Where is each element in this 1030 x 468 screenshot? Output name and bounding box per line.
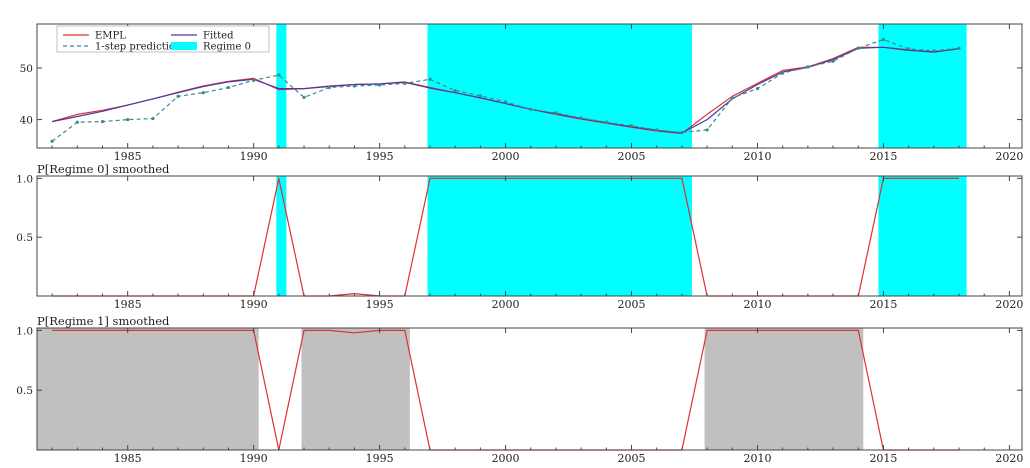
prediction-point [428, 77, 432, 81]
prediction-point [327, 85, 331, 90]
x-tick-label: 2015 [869, 298, 897, 311]
x-tick-label: 2010 [743, 298, 771, 311]
prediction-point [554, 111, 558, 115]
legend-label: 1-step prediction [95, 42, 182, 53]
regime-band [276, 24, 287, 148]
x-tick-label: 1990 [240, 150, 268, 163]
prediction-point [403, 81, 407, 86]
legend: EMPL Fitted 1-step prediction Regime 0 [56, 25, 270, 53]
prediction-point [75, 120, 79, 124]
legend-label: Fitted [203, 31, 234, 42]
prediction-point [781, 71, 785, 75]
legend-label: Regime 0 [203, 42, 251, 53]
chart-panel-2: 1985 1990 1995 2000 2005 2010 2015 2020 0.5 1.0 P[… [16, 162, 1023, 311]
x-tick-label: 2020 [995, 298, 1023, 311]
chart-panel-3: 1985 1990 1995 2000 2005 2010 2015 2020 0.5 1.0 P[… [16, 314, 1023, 465]
x-tick-label: 2020 [995, 452, 1023, 465]
x-tick-label: 2000 [492, 150, 520, 163]
prediction-point [100, 120, 105, 124]
prediction-point [126, 117, 130, 122]
prediction-point [302, 95, 306, 99]
prediction-point [655, 128, 659, 132]
x-tick-label: 2005 [618, 298, 646, 311]
prediction-point [730, 96, 734, 100]
regime-band [276, 176, 287, 296]
legend-label: EMPL [95, 31, 126, 42]
y-tick-label: 0.5 [16, 232, 33, 244]
x-tick-label: 2015 [869, 150, 897, 163]
prediction-point [176, 94, 180, 98]
prediction-point [755, 86, 760, 91]
y-tick-label: 40 [20, 115, 33, 127]
x-tick-label: 1995 [366, 150, 394, 163]
x-tick-label: 1995 [366, 452, 394, 465]
x-tick-label: 2005 [618, 150, 646, 163]
prediction-point [604, 120, 608, 124]
legend-box [56, 25, 270, 53]
prediction-point [478, 94, 482, 98]
x-tick-label: 2010 [743, 452, 771, 465]
y-tick-label: 50 [20, 63, 33, 75]
prediction-point [957, 46, 961, 50]
legend-swatch-regime0 [171, 42, 197, 50]
x-tick-label: 2000 [492, 452, 520, 465]
prediction-point [252, 78, 256, 82]
prediction-point [806, 65, 810, 69]
regime-band [427, 24, 692, 148]
x-tick-label: 2015 [869, 452, 897, 465]
prediction-point [881, 37, 886, 42]
x-tick-label: 1995 [366, 298, 394, 311]
plot-frame [36, 327, 1023, 451]
y-tick-label: 1.0 [16, 173, 33, 185]
prediction-point [453, 89, 457, 93]
prediction-point [579, 116, 583, 120]
prediction-point [529, 107, 533, 111]
prediction-point [378, 83, 382, 87]
prediction-point [352, 84, 357, 88]
prediction-point [932, 49, 936, 53]
prediction-point [277, 73, 281, 77]
prediction-point [50, 139, 54, 143]
y-tick-label: 0.5 [16, 385, 33, 397]
regime-band [704, 328, 864, 450]
x-tick-label: 1985 [114, 150, 142, 163]
regime-band [301, 328, 410, 450]
y-tick-label: 1.0 [16, 325, 33, 337]
x-tick-label: 2010 [743, 150, 771, 163]
prediction-point [907, 47, 911, 51]
panel-title: P[Regime 1] smoothed [37, 314, 170, 328]
x-tick-label: 1985 [114, 298, 142, 311]
prediction-point [629, 124, 634, 128]
plot-frame [36, 175, 1023, 297]
prediction-point [226, 85, 231, 90]
x-tick-label: 2000 [492, 298, 520, 311]
x-tick-label: 2005 [618, 452, 646, 465]
prediction-point [680, 130, 684, 135]
regime-band [878, 176, 967, 296]
x-tick-label: 1990 [240, 298, 268, 311]
prediction-point [151, 116, 155, 121]
regime-band [427, 176, 692, 296]
prediction-point [201, 91, 205, 95]
prediction-point [831, 59, 835, 63]
prediction-point [856, 46, 860, 50]
x-tick-label: 1985 [114, 452, 142, 465]
chart-panel-1: 1985 1990 1995 2000 2005 2010 2015 2020 40 50 EMPL… [20, 23, 1023, 163]
x-tick-label: 2020 [995, 150, 1023, 163]
regime-band [37, 328, 259, 450]
panel-title: P[Regime 0] smoothed [37, 162, 170, 176]
prediction-point [503, 100, 508, 104]
prediction-point [705, 128, 709, 132]
x-tick-label: 1990 [240, 452, 268, 465]
regime-band [878, 24, 967, 148]
plot-frame [36, 23, 1023, 149]
